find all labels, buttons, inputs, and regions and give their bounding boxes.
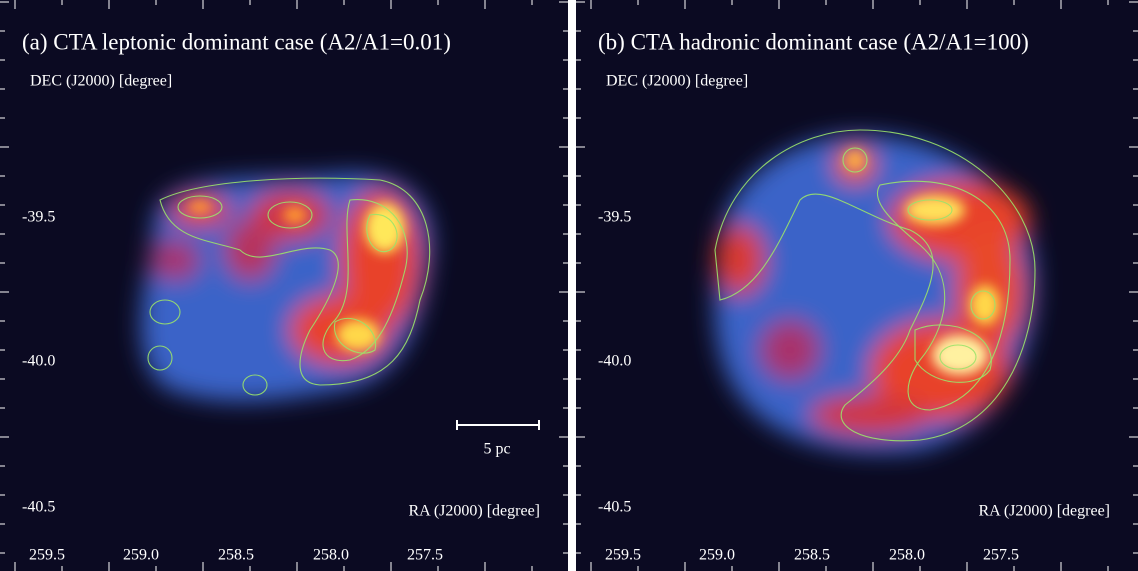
x-tick-label: 258.5: [794, 547, 830, 564]
scale-bar-label: 5 pc: [483, 441, 510, 458]
y-tick-label: -40.0: [598, 353, 631, 370]
x-axis-label: RA (J2000) [degree]: [408, 503, 540, 520]
x-tick-label: 259.5: [605, 547, 641, 564]
x-tick-label: 257.5: [407, 547, 443, 564]
y-tick-label: -39.5: [598, 209, 631, 226]
y-tick-label: -40.0: [22, 353, 55, 370]
x-tick-label: 259.0: [699, 547, 735, 564]
x-axis-label: RA (J2000) [degree]: [978, 503, 1110, 520]
x-tick-label: 258.0: [889, 547, 925, 564]
y-tick-label: -40.5: [22, 499, 55, 516]
x-tick-label: 259.0: [123, 547, 159, 564]
y-tick-label: -40.5: [598, 499, 631, 516]
panel-gap: [568, 0, 576, 571]
panel-a-image: [0, 0, 568, 571]
y-axis-label: DEC (J2000) [degree]: [30, 73, 172, 90]
y-tick-label: -39.5: [22, 209, 55, 226]
panel-b-image: [576, 0, 1138, 571]
x-tick-label: 258.0: [313, 547, 349, 564]
x-tick-label: 258.5: [218, 547, 254, 564]
x-tick-label: 257.5: [983, 547, 1019, 564]
panel-title: (a) CTA leptonic dominant case (A2/A1=0.…: [22, 29, 451, 54]
x-tick-label: 259.5: [29, 547, 65, 564]
panel-title: (b) CTA hadronic dominant case (A2/A1=10…: [598, 29, 1029, 54]
y-axis-label: DEC (J2000) [degree]: [606, 73, 748, 90]
